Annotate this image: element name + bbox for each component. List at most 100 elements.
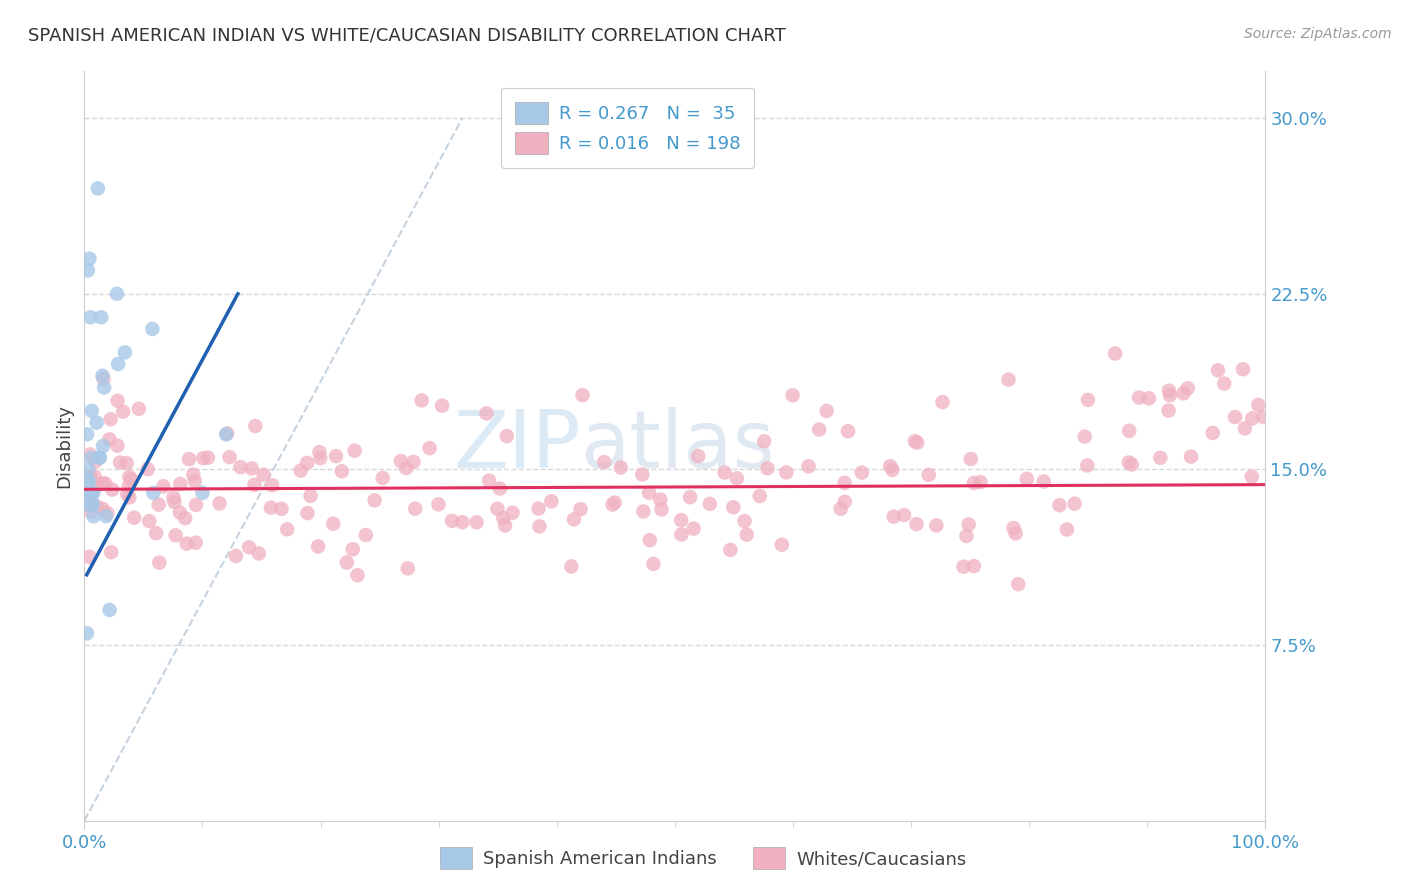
Point bbox=[837, 424, 859, 438]
Point bbox=[184, 474, 207, 488]
Point bbox=[101, 483, 124, 497]
Point bbox=[395, 461, 418, 475]
Point bbox=[427, 497, 450, 511]
Point bbox=[540, 494, 562, 508]
Point bbox=[346, 568, 368, 582]
Point bbox=[148, 556, 170, 570]
Point bbox=[1004, 526, 1026, 541]
Point bbox=[475, 406, 498, 420]
Point bbox=[918, 467, 941, 482]
Point bbox=[91, 502, 114, 516]
Point bbox=[1173, 386, 1195, 401]
Point bbox=[679, 490, 702, 504]
Point bbox=[1073, 430, 1095, 444]
Point bbox=[162, 491, 184, 505]
Point bbox=[122, 510, 145, 524]
Point bbox=[1128, 391, 1150, 405]
Point bbox=[893, 508, 915, 522]
Point bbox=[682, 522, 704, 536]
Point bbox=[354, 528, 377, 542]
Point bbox=[215, 427, 238, 442]
Point bbox=[184, 535, 207, 549]
Point bbox=[247, 546, 270, 560]
Point bbox=[1159, 388, 1181, 402]
Point bbox=[830, 501, 852, 516]
Point bbox=[322, 516, 344, 531]
Point bbox=[77, 485, 100, 500]
Point bbox=[560, 559, 582, 574]
Point bbox=[650, 502, 672, 516]
Point bbox=[307, 540, 329, 554]
Point bbox=[1077, 392, 1099, 407]
Point bbox=[253, 467, 276, 482]
Point bbox=[402, 455, 425, 469]
Point bbox=[76, 427, 98, 442]
Point bbox=[569, 502, 592, 516]
Point bbox=[638, 533, 661, 548]
Point bbox=[1247, 398, 1270, 412]
Point bbox=[723, 500, 745, 515]
Point bbox=[80, 488, 103, 502]
Point bbox=[486, 501, 509, 516]
Point bbox=[118, 479, 141, 493]
Point bbox=[342, 542, 364, 557]
Text: Source: ZipAtlas.com: Source: ZipAtlas.com bbox=[1244, 27, 1392, 41]
Point bbox=[963, 559, 986, 574]
Point bbox=[117, 487, 139, 501]
Point bbox=[343, 443, 366, 458]
Point bbox=[114, 345, 136, 359]
Point bbox=[957, 517, 980, 532]
Point bbox=[79, 549, 101, 564]
Point bbox=[562, 512, 585, 526]
Point bbox=[440, 514, 463, 528]
Point bbox=[396, 561, 419, 575]
Point bbox=[100, 545, 122, 559]
Point bbox=[105, 286, 128, 301]
Point bbox=[270, 501, 292, 516]
Point bbox=[1015, 472, 1038, 486]
Point bbox=[529, 519, 551, 533]
Point bbox=[197, 450, 219, 465]
Point bbox=[163, 495, 186, 509]
Point bbox=[93, 380, 115, 394]
Point bbox=[245, 419, 267, 434]
Point bbox=[79, 252, 101, 266]
Point bbox=[879, 459, 901, 474]
Point bbox=[775, 466, 797, 480]
Point bbox=[494, 518, 516, 533]
Point bbox=[1149, 450, 1171, 465]
Point bbox=[465, 515, 488, 529]
Legend: R = 0.267   N =  35, R = 0.016   N = 198: R = 0.267 N = 35, R = 0.016 N = 198 bbox=[501, 88, 755, 168]
Point bbox=[86, 416, 108, 430]
Point bbox=[1137, 392, 1160, 406]
Point bbox=[419, 441, 441, 455]
Point bbox=[165, 528, 187, 542]
Point bbox=[238, 541, 260, 555]
Point bbox=[174, 511, 197, 525]
Point bbox=[725, 471, 748, 485]
Point bbox=[83, 469, 105, 483]
Point bbox=[100, 412, 122, 426]
Point bbox=[87, 181, 110, 195]
Point bbox=[593, 455, 616, 469]
Y-axis label: Disability: Disability bbox=[55, 404, 73, 488]
Point bbox=[713, 466, 735, 480]
Point bbox=[152, 479, 174, 493]
Point bbox=[79, 469, 101, 483]
Point bbox=[770, 538, 793, 552]
Point bbox=[451, 515, 474, 529]
Point bbox=[638, 485, 661, 500]
Point bbox=[91, 368, 114, 383]
Point bbox=[650, 492, 672, 507]
Point bbox=[1240, 469, 1263, 483]
Point bbox=[297, 506, 319, 520]
Point bbox=[952, 559, 974, 574]
Text: SPANISH AMERICAN INDIAN VS WHITE/CAUCASIAN DISABILITY CORRELATION CHART: SPANISH AMERICAN INDIAN VS WHITE/CAUCASI… bbox=[28, 27, 786, 45]
Point bbox=[997, 373, 1019, 387]
Point bbox=[851, 466, 873, 480]
Point bbox=[176, 537, 198, 551]
Point bbox=[229, 460, 252, 475]
Point bbox=[602, 498, 624, 512]
Point bbox=[797, 459, 820, 474]
Point bbox=[141, 322, 163, 336]
